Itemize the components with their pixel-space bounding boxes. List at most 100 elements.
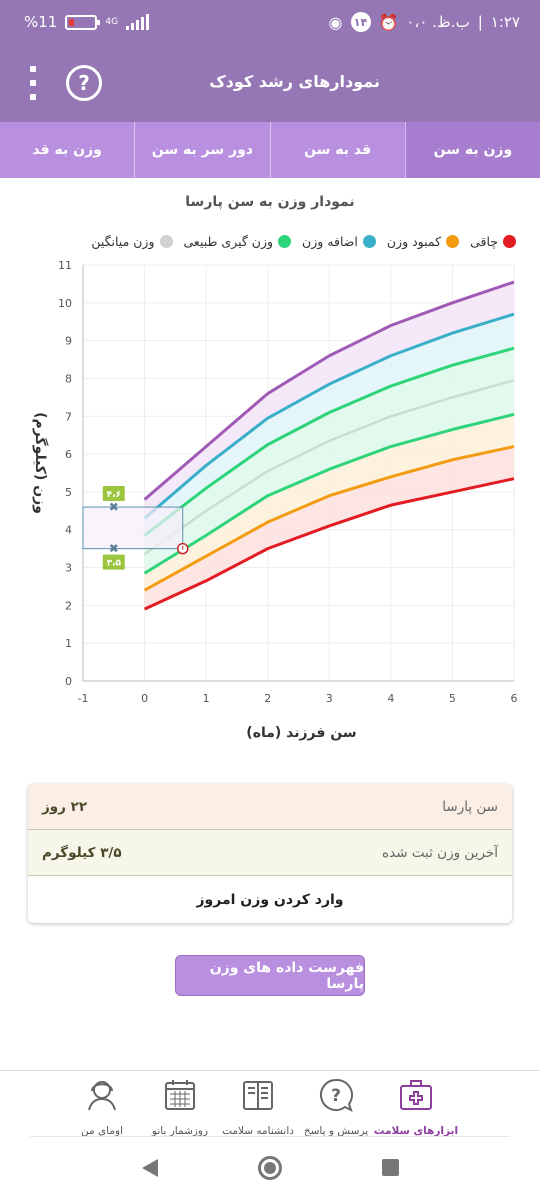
nav-health-tools-label: ابزارهای سلامت	[373, 1125, 459, 1137]
x-axis-title: سن فرزند (ماه)	[246, 725, 356, 741]
profile-icon	[88, 1081, 116, 1111]
medical-kit-icon	[400, 1080, 432, 1110]
legend-dot-overweight	[362, 235, 376, 248]
legend-label-overweight: اضافه وزن	[302, 234, 358, 249]
chart-tabs: وزن به سن قد به سن دور سر به سن وزن به ق…	[0, 122, 540, 178]
legend-dot-obese	[503, 235, 516, 248]
x-tick-label: 0	[141, 692, 148, 705]
series-line-overweight	[143, 312, 515, 520]
chart-legend: چاقی کمبود وزن اضافه وزن وزن گیری طبیعی …	[10, 234, 516, 249]
recent-apps-icon[interactable]	[382, 1159, 399, 1176]
y-tick-label: 10	[58, 297, 72, 310]
notification-badge: ۱۴	[350, 12, 371, 32]
y-tick-label: 11	[58, 259, 72, 272]
range-marker-label: ۴،۶	[107, 490, 121, 500]
legend-label-normal: وزن گیری طبیعی	[183, 234, 274, 249]
y-tick-label: 0	[65, 675, 72, 688]
y-tick-label: 8	[65, 372, 72, 385]
x-tick-label: -1	[78, 692, 89, 705]
legend-item-underweight[interactable]: کمبود وزن	[387, 234, 460, 249]
legend-item-obese[interactable]: چاقی	[470, 234, 516, 249]
page-title: نمودارهای رشد کودک	[209, 72, 380, 91]
y-tick-label: 9	[65, 335, 72, 348]
encyclopedia-icon	[243, 1081, 273, 1110]
age-row: سن پارسا ۲۲ روز	[28, 784, 512, 830]
enter-weight-button[interactable]: وارد کردن وزن امروز	[196, 891, 344, 908]
back-icon[interactable]	[142, 1159, 158, 1177]
nav-calendar[interactable]: روزشمار بانو	[130, 1077, 230, 1137]
tab-height-for-age[interactable]: قد به سن	[269, 122, 405, 178]
range-marker-x: ✖	[109, 500, 119, 514]
tab-weight-for-height[interactable]: وزن به قد	[32, 142, 102, 158]
x-tick-label: 5	[449, 692, 456, 705]
whatsapp-icon: ◉	[328, 12, 343, 32]
series-line-underweight	[143, 445, 515, 592]
x-tick-label: 4	[387, 692, 394, 705]
band-normal_low	[144, 414, 515, 591]
band-overweight	[144, 314, 515, 536]
band-median	[144, 380, 515, 574]
status-left: %11 4G	[24, 13, 150, 31]
range-marker-label: ۳،۵	[107, 559, 122, 569]
nav-qa[interactable]: ? پرسش و پاسخ	[286, 1077, 386, 1137]
y-tick-label: 5	[65, 486, 72, 499]
signal-icon	[126, 14, 150, 30]
alarm-icon: ⏰	[378, 12, 399, 32]
y-tick-label: 3	[65, 562, 72, 575]
nav-health-tools[interactable]: ابزارهای سلامت	[366, 1077, 466, 1137]
chart-title: نمودار وزن به سن پارسا	[185, 194, 355, 210]
network-type: 4G	[105, 17, 119, 27]
y-tick-label: 4	[65, 524, 72, 537]
status-bar: %11 4G ◉ ۱۴ ⏰ ب.ظ. ۰،۰ | ۱:۲۷	[0, 0, 540, 44]
legend-label-median: وزن میانگین	[91, 234, 155, 249]
tab-head-for-age[interactable]: دور سر به سن	[134, 122, 269, 178]
nav-calendar-label: روزشمار بانو	[151, 1125, 209, 1137]
nav-qa-label: پرسش و پاسخ	[303, 1125, 369, 1137]
series-line-normal_high	[143, 346, 515, 537]
home-icon[interactable]	[258, 1156, 282, 1180]
legend-label-obese: چاقی	[470, 234, 498, 249]
status-date: ب.ظ. ۰،۰	[406, 13, 470, 31]
system-nav-bar	[0, 1140, 540, 1200]
series-line-severe	[143, 477, 515, 611]
legend-dot-median	[159, 235, 173, 248]
child-range-box	[82, 506, 184, 550]
nav-profile[interactable]: اومای من	[52, 1077, 152, 1137]
bottom-nav: ابزارهای سلامت ? پرسش و پاسخ دانشنامه سل…	[0, 1070, 540, 1137]
calendar-icon	[165, 1080, 195, 1110]
legend-dot-underweight	[446, 235, 460, 248]
battery-icon	[65, 14, 101, 30]
series-line-obese	[143, 280, 515, 501]
help-icon[interactable]: ?	[66, 65, 102, 101]
range-marker-badge	[102, 486, 125, 502]
y-tick-label: 7	[65, 410, 72, 423]
x-tick-label: 2	[264, 692, 271, 705]
range-marker-x: ✖	[109, 542, 119, 556]
x-tick-label: 3	[326, 692, 333, 705]
status-right: ◉ ۱۴ ⏰ ب.ظ. ۰،۰ | ۱:۲۷	[329, 12, 520, 32]
x-tick-label: 6	[511, 692, 518, 705]
tab-weight-for-age[interactable]: وزن به سن	[404, 122, 540, 178]
svg-text:?: ?	[331, 1086, 341, 1106]
legend-item-overweight[interactable]: اضافه وزن	[302, 234, 376, 249]
battery-percent: %11	[24, 13, 58, 31]
app-bar: ? نمودارهای رشد کودک	[0, 44, 540, 122]
overflow-menu-icon[interactable]	[27, 66, 39, 100]
range-marker-badge	[102, 554, 125, 570]
help-glyph: ?	[78, 71, 90, 95]
weight-list-button[interactable]: فهرست داده های وزن پارسا	[175, 955, 365, 996]
legend-dot-normal	[278, 235, 292, 248]
legend-item-normal[interactable]: وزن گیری طبیعی	[184, 234, 292, 249]
age-value: ۲۲ روز	[42, 798, 88, 815]
info-card: سن پارسا ۲۲ روز آخرین وزن ثبت شده ۳/۵ کی…	[28, 784, 512, 923]
status-divider: |	[477, 13, 483, 31]
nav-profile-label: اومای من	[81, 1125, 123, 1137]
weight-value: ۳/۵ کیلوگرم	[42, 844, 122, 861]
legend-item-median[interactable]: وزن میانگین	[91, 234, 173, 249]
nav-encyclopedia[interactable]: دانشنامه سلامت	[208, 1077, 308, 1137]
y-axis-title: وزن (کیلوگرم)	[32, 412, 49, 514]
nav-encyclopedia-label: دانشنامه سلامت	[222, 1125, 294, 1137]
x-tick-label: 1	[203, 692, 210, 705]
band-obese	[144, 282, 515, 519]
